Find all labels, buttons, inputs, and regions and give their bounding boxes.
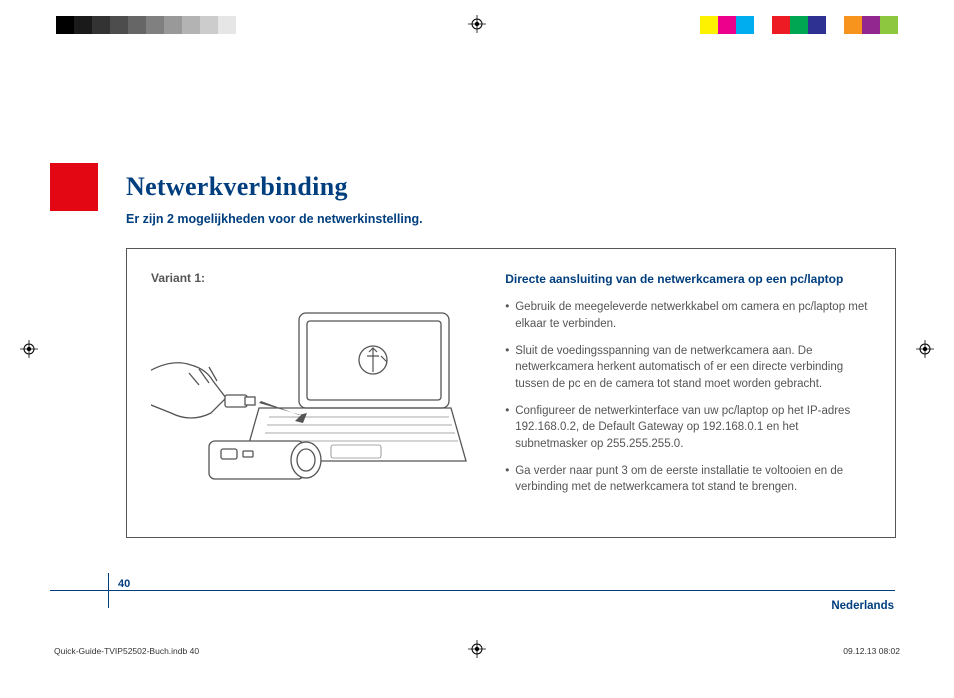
- swatch: [200, 16, 218, 34]
- swatch: [164, 16, 182, 34]
- swatch: [74, 16, 92, 34]
- swatch: [862, 16, 880, 34]
- registration-mark-icon: [20, 340, 38, 358]
- variant-heading: Directe aansluiting van de netwerkcamera…: [505, 271, 871, 287]
- swatch: [826, 16, 844, 34]
- swatch: [880, 16, 898, 34]
- swatch: [700, 16, 718, 34]
- swatch: [844, 16, 862, 34]
- swatch: [236, 16, 254, 34]
- content-area: Netwerkverbinding Er zijn 2 mogelijkhede…: [126, 172, 896, 226]
- footer-rule: [50, 590, 895, 591]
- registration-mark-icon: [468, 15, 486, 33]
- swatch: [754, 16, 772, 34]
- section-tab: [50, 163, 98, 211]
- list-item: Ga verder naar punt 3 om de eerste insta…: [505, 463, 871, 496]
- language-label: Nederlands: [831, 600, 894, 612]
- connection-illustration: [151, 303, 471, 493]
- swatch: [736, 16, 754, 34]
- list-item: Sluit de voedingsspanning van de netwerk…: [505, 343, 871, 393]
- swatch: [182, 16, 200, 34]
- print-grayscale-bar: [56, 16, 254, 34]
- variant-label: Variant 1:: [151, 271, 477, 285]
- variant-box: Variant 1:: [126, 248, 896, 538]
- swatch: [808, 16, 826, 34]
- print-color-bar: [700, 16, 898, 34]
- swatch: [128, 16, 146, 34]
- swatch: [718, 16, 736, 34]
- swatch: [790, 16, 808, 34]
- page-number: 40: [118, 578, 130, 590]
- swatch: [110, 16, 128, 34]
- imposition-slug-file: Quick-Guide-TVIP52502-Buch.indb 40: [54, 646, 199, 656]
- list-item: Configureer de netwerkinterface van uw p…: [505, 403, 871, 453]
- page-subtitle: Er zijn 2 mogelijkheden voor de netwerki…: [126, 212, 896, 226]
- registration-mark-icon: [468, 640, 486, 658]
- swatch: [92, 16, 110, 34]
- swatch: [56, 16, 74, 34]
- swatch: [772, 16, 790, 34]
- swatch: [218, 16, 236, 34]
- imposition-slug-date: 09.12.13 08:02: [843, 646, 900, 656]
- page-title: Netwerkverbinding: [126, 172, 896, 202]
- variant-bullets: Gebruik de meegeleverde netwerkkabel om …: [505, 299, 871, 496]
- page: Netwerkverbinding Er zijn 2 mogelijkhede…: [0, 0, 954, 698]
- registration-mark-icon: [916, 340, 934, 358]
- swatch: [146, 16, 164, 34]
- list-item: Gebruik de meegeleverde netwerkkabel om …: [505, 299, 871, 332]
